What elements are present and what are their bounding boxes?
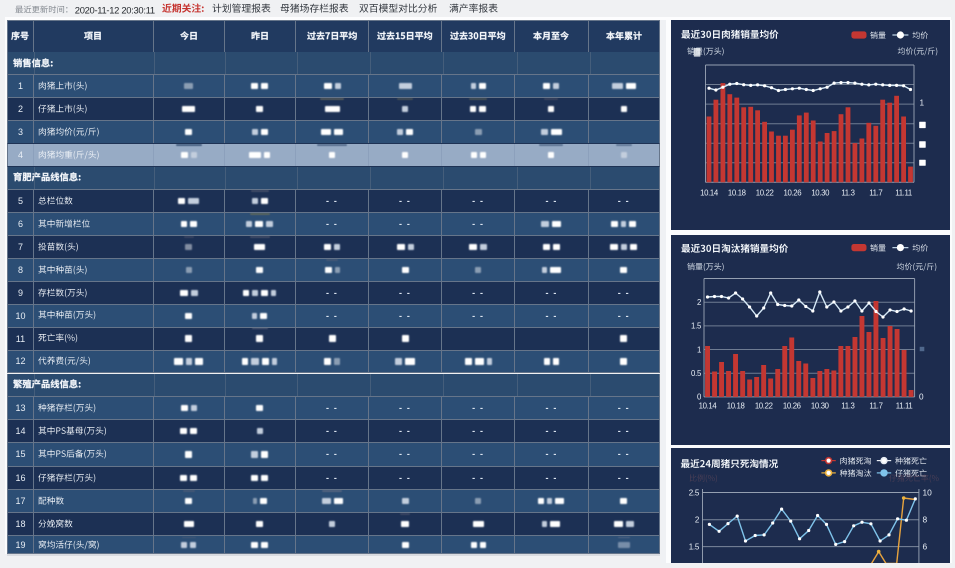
- svg-text:11.11: 11.11: [895, 189, 912, 198]
- svg-text:10.26: 10.26: [784, 189, 802, 198]
- svg-text:11.7: 11.7: [869, 189, 882, 198]
- svg-text:8: 8: [923, 515, 928, 525]
- svg-text:2: 2: [695, 516, 700, 525]
- svg-text:6: 6: [923, 542, 928, 552]
- svg-text:11.3: 11.3: [841, 402, 854, 411]
- svg-text:1: 1: [920, 99, 925, 108]
- svg-text:11.11: 11.11: [896, 402, 913, 411]
- svg-text:10.26: 10.26: [783, 402, 801, 411]
- svg-text:1.5: 1.5: [691, 322, 702, 331]
- svg-text:2.5: 2.5: [689, 488, 700, 497]
- svg-text:11.3: 11.3: [841, 189, 854, 198]
- svg-text:0: 0: [919, 393, 924, 402]
- svg-text:0: 0: [697, 393, 702, 402]
- svg-text:2: 2: [697, 298, 701, 307]
- svg-text:10.14: 10.14: [700, 189, 719, 198]
- svg-text:1.5: 1.5: [689, 543, 700, 552]
- svg-text:10.30: 10.30: [811, 189, 830, 198]
- svg-text:10.18: 10.18: [728, 189, 746, 198]
- svg-text:1: 1: [697, 345, 701, 354]
- svg-text:11.7: 11.7: [869, 402, 882, 411]
- svg-text:10.18: 10.18: [727, 402, 745, 411]
- svg-text:10.22: 10.22: [756, 189, 774, 198]
- svg-text:0.5: 0.5: [691, 369, 702, 378]
- svg-text:10.30: 10.30: [811, 402, 830, 411]
- svg-text:10.14: 10.14: [699, 402, 718, 411]
- svg-text:10.22: 10.22: [755, 402, 773, 411]
- svg-text:10: 10: [923, 487, 933, 497]
